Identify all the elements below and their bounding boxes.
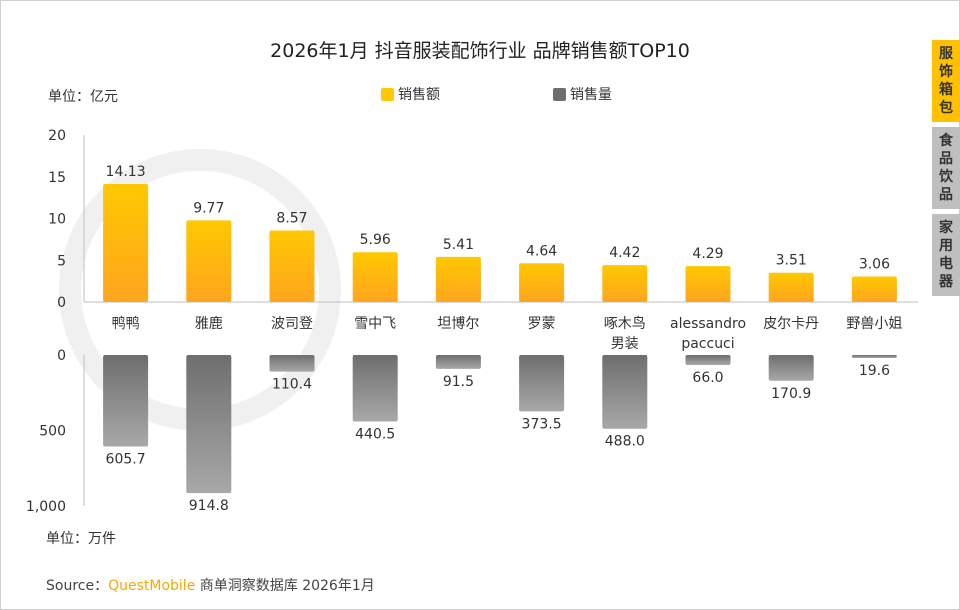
unit-label-bottom: 单位：万件	[46, 531, 116, 547]
sales-value-label-3: 5.96	[360, 232, 391, 248]
volume-value-label-4: 91.5	[443, 374, 474, 390]
volume-bar-5	[519, 355, 565, 412]
sales-value-label-4: 5.41	[443, 237, 474, 253]
sales-bar-2	[269, 230, 315, 302]
source-suffix: 商单洞察数据库 2026年1月	[195, 578, 375, 594]
tab-food-drinks[interactable]: 食品饮品	[932, 127, 960, 209]
volume-value-label-7: 66.0	[692, 370, 723, 386]
volume-value-label-9: 19.6	[859, 363, 890, 379]
category-label-line: 野兽小姐	[846, 316, 902, 332]
category-label-7: alessandro paccuci	[670, 316, 746, 352]
y-tick-top-20: 20	[48, 128, 66, 144]
category-label-6: 啄木鸟男装	[604, 316, 646, 352]
sales-value-label-6: 4.42	[609, 245, 640, 261]
volume-bar-2	[269, 355, 315, 372]
y-tick-top-15: 15	[48, 170, 66, 186]
y-tick-top-10: 10	[48, 212, 66, 228]
sales-value-label-5: 4.64	[526, 243, 557, 259]
volume-bar-7	[685, 355, 731, 365]
sales-bar-4	[435, 256, 481, 302]
sales-value-label-9: 3.06	[859, 256, 890, 272]
sales-bar-7	[685, 266, 731, 302]
category-label-line: 雪中飞	[354, 316, 396, 332]
sales-bar-3	[352, 252, 398, 302]
volume-bar-1	[186, 355, 232, 494]
legend-volume-swatch	[553, 87, 566, 101]
sales-value-label-2: 8.57	[276, 210, 307, 226]
category-label-line: 啄木鸟	[604, 316, 646, 332]
sales-bar-5	[519, 263, 565, 302]
category-label-line: 鸭鸭	[112, 316, 140, 332]
volume-bar-8	[768, 355, 814, 381]
category-label-5: 罗蒙	[528, 316, 556, 332]
volume-bar-4	[435, 355, 481, 369]
legend-sales-label: 销售额	[398, 87, 440, 103]
sales-bar-0	[103, 184, 149, 302]
legend-volume: 销售量	[553, 84, 612, 104]
y-tick-bottom-500: 500	[39, 424, 66, 440]
sales-value-label-7: 4.29	[692, 246, 723, 262]
category-label-4: 坦博尔	[437, 315, 479, 332]
volume-value-label-0: 605.7	[106, 451, 146, 467]
source-prefix: Source：	[46, 578, 109, 594]
y-tick-top-5: 5	[57, 253, 66, 269]
volume-bar-9	[851, 355, 897, 358]
category-label-2: 波司登	[271, 316, 313, 332]
sales-value-label-0: 14.13	[106, 164, 146, 180]
legend-volume-label: 销售量	[570, 87, 612, 103]
volume-value-label-2: 110.4	[272, 377, 312, 393]
legend-sales-swatch	[381, 87, 394, 101]
category-label-line: 皮尔卡丹	[763, 316, 819, 332]
category-label-line: 坦博尔	[437, 315, 479, 332]
legend-sales: 销售额	[381, 84, 440, 104]
source-line: Source：QuestMobile 商单洞察数据库 2026年1月	[46, 575, 375, 595]
category-tabs: 服饰箱包 食品饮品 家用电器	[932, 40, 960, 301]
sales-bar-8	[768, 272, 814, 302]
volume-value-label-3: 440.5	[355, 427, 395, 443]
volume-value-label-5: 373.5	[522, 416, 562, 432]
volume-value-label-6: 488.0	[605, 434, 645, 450]
category-label-1: 雅鹿	[195, 315, 223, 332]
category-label-8: 皮尔卡丹	[763, 316, 819, 332]
sales-bar-1	[186, 220, 232, 302]
volume-bar-6	[602, 355, 648, 429]
tab-home-appliances[interactable]: 家用电器	[932, 214, 960, 296]
chart-title: 2026年1月 抖音服装配饰行业 品牌销售额TOP10	[270, 40, 690, 62]
sales-value-label-1: 9.77	[193, 200, 224, 216]
category-label-0: 鸭鸭	[112, 316, 140, 332]
chart-svg: 0 5 10 15 20 0 500 1,000 14.13 9.77 8.57 5.96 5.41…	[26, 128, 918, 515]
volume-value-label-1: 914.8	[189, 498, 229, 514]
category-label-line: 男装	[611, 336, 639, 352]
source-brand: QuestMobile	[108, 578, 196, 594]
tab-apparel-bags[interactable]: 服饰箱包	[932, 40, 960, 122]
y-tick-top-0: 0	[57, 295, 66, 311]
category-label-9: 野兽小姐	[846, 316, 902, 332]
y-tick-bottom-1000: 1,000	[26, 499, 66, 515]
sales-bar-9	[851, 276, 897, 302]
volume-value-label-8: 170.9	[771, 386, 811, 402]
volume-bar-3	[352, 355, 398, 422]
category-label-line: 波司登	[271, 316, 313, 332]
category-label-line: alessandro	[670, 316, 746, 332]
category-label-line: 罗蒙	[528, 316, 556, 332]
sales-value-label-8: 3.51	[776, 253, 807, 269]
category-label-3: 雪中飞	[354, 316, 396, 332]
category-label-line: 雅鹿	[195, 315, 223, 332]
unit-label-top: 单位：亿元	[48, 89, 118, 105]
y-tick-bottom-0: 0	[57, 348, 66, 364]
sales-bar-6	[602, 265, 648, 302]
volume-bar-0	[103, 355, 149, 447]
category-label-line: paccuci	[681, 336, 734, 352]
